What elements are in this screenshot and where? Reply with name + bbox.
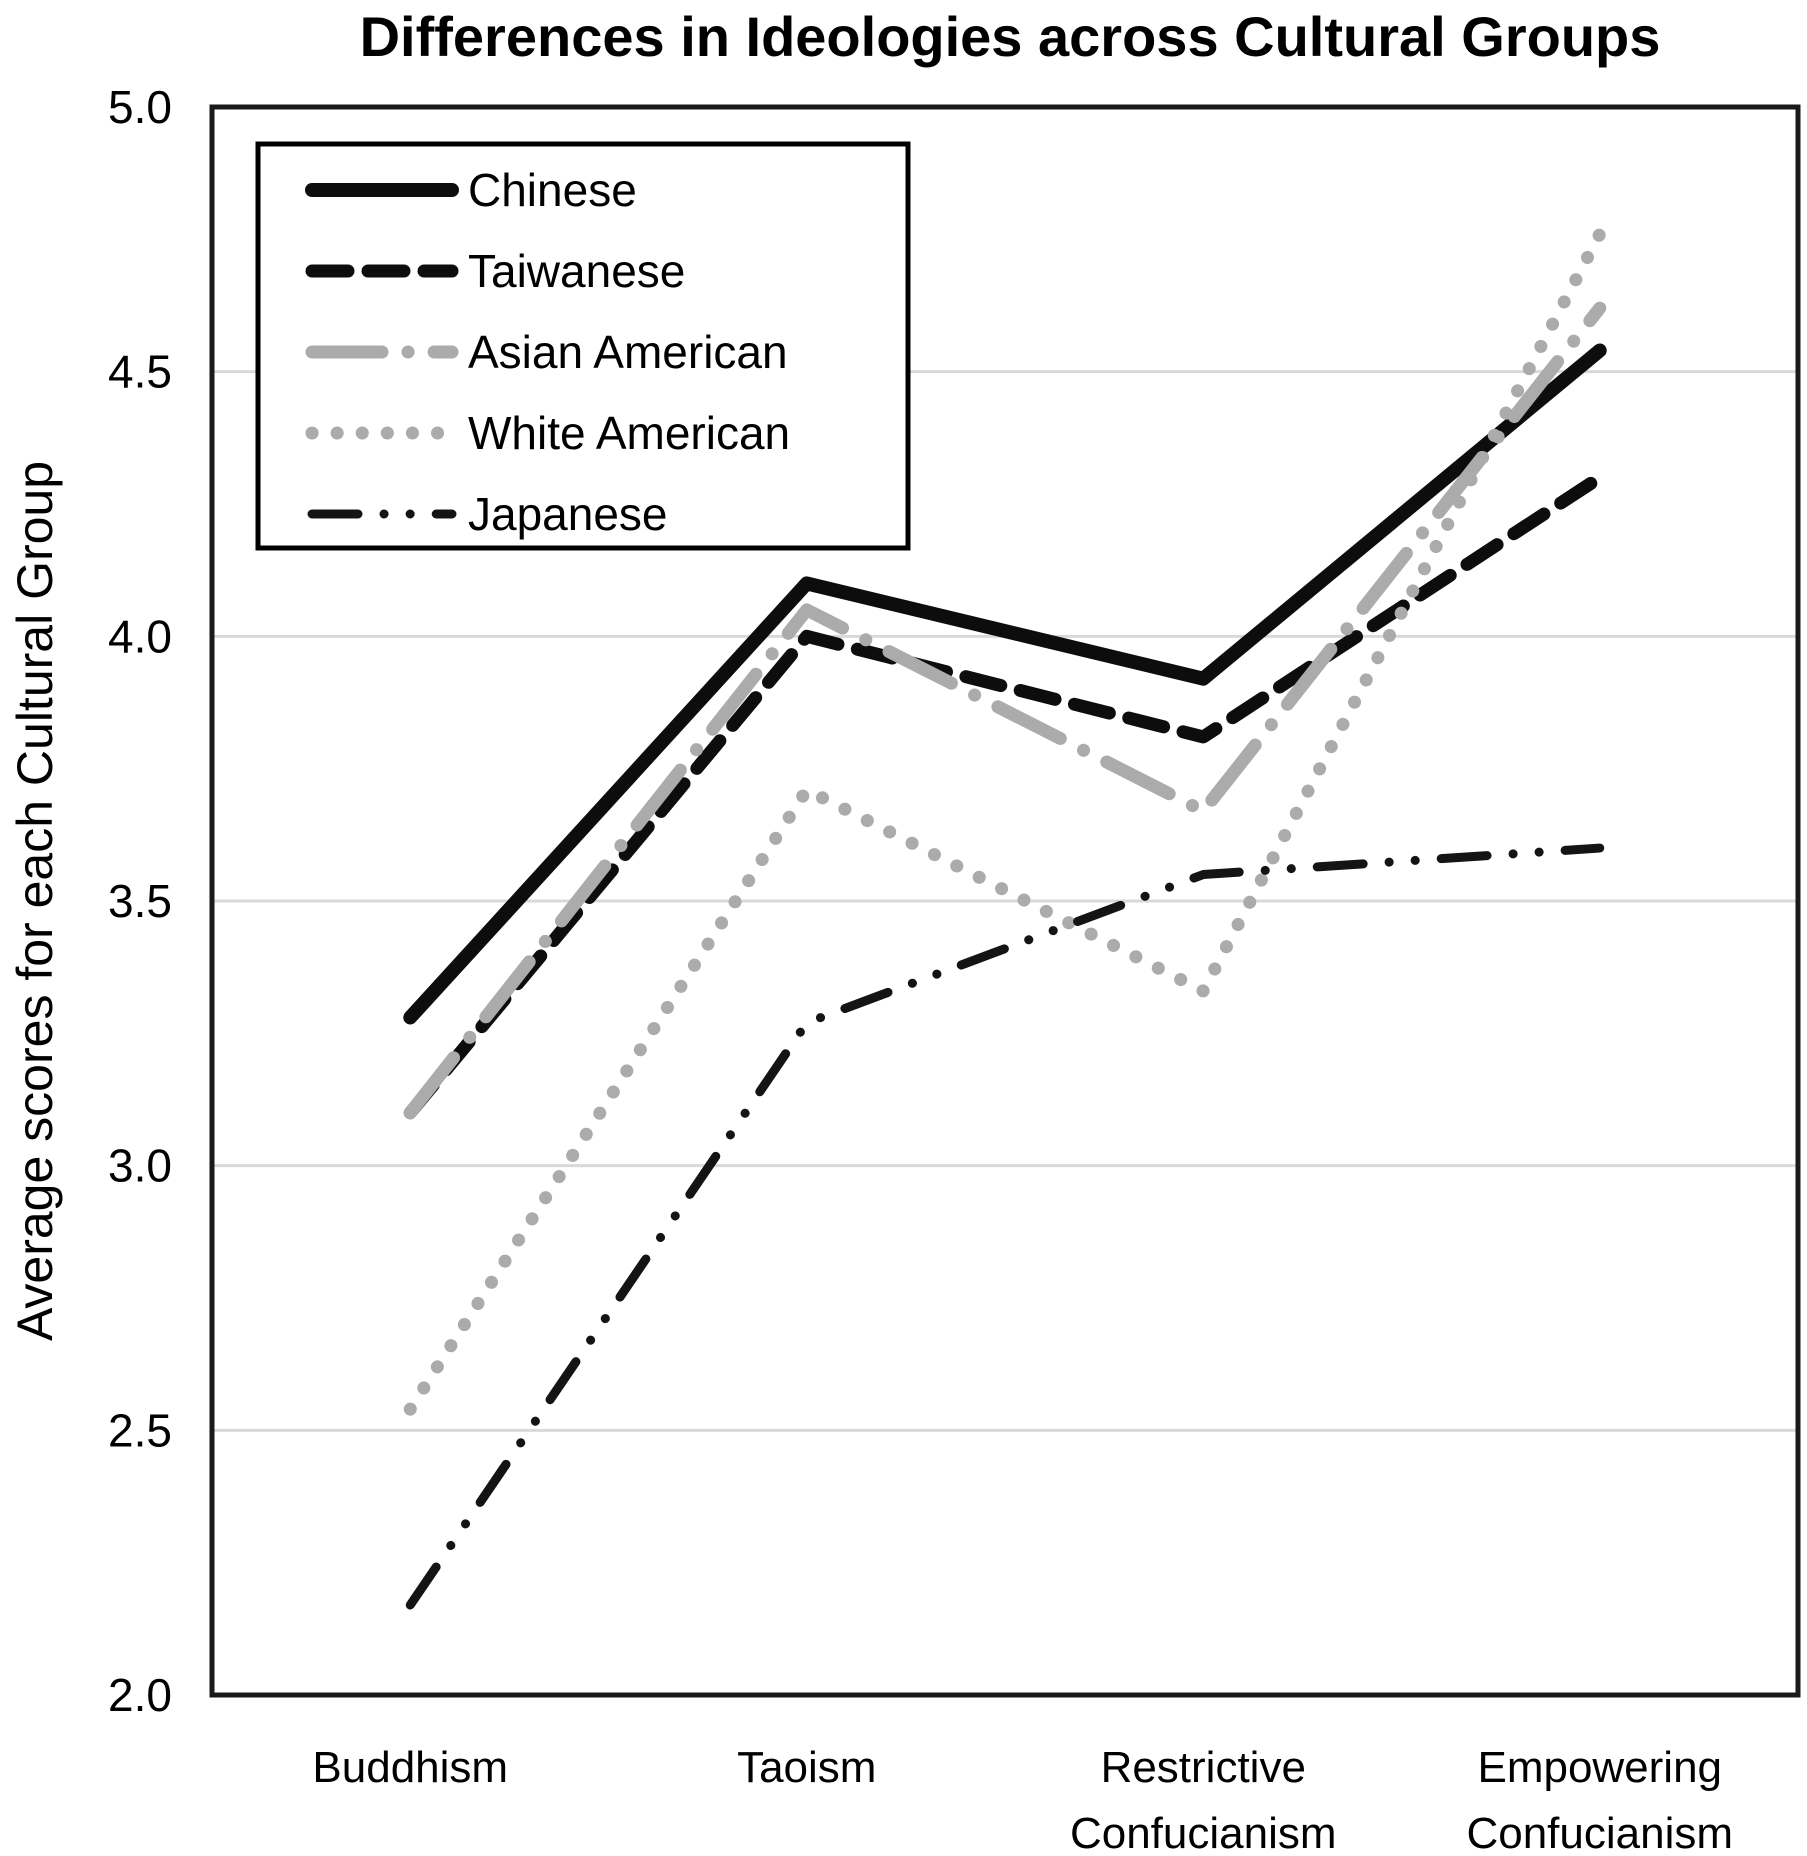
y-axis-tick-labels: 5.0 4.5 4.0 3.5 3.0 2.5 2.0 [108,81,172,1721]
x-category-label-confucianism: Confucianism [1466,1809,1733,1856]
legend-label-chinese: Chinese [468,164,637,216]
series-lines [403,227,1607,1610]
chart-title: Differences in Ideologies across Cultura… [360,5,1661,68]
legend-item-taiwanese: Taiwanese [305,245,685,297]
legend: Chinese Taiwanese Asian American White Amer… [255,141,911,551]
y-tick-label-2.0: 2.0 [108,1669,172,1721]
legend-item-chinese: Chinese [305,164,637,216]
y-tick-label-4.5: 4.5 [108,346,172,398]
y-tick-label-3.5: 3.5 [108,875,172,927]
series-line-japanese [405,843,1605,1610]
series-line-chinese [403,343,1607,1025]
y-tick-label-3.0: 3.0 [108,1140,172,1192]
series-line-asian-american [403,301,1607,1120]
x-category-label-empowering: Empowering [1477,1743,1722,1792]
y-tick-label-2.5: 2.5 [108,1404,172,1456]
legend-box [255,141,911,551]
x-category-label-taoism: Taoism [737,1743,876,1792]
x-category-label-restrictive: Restrictive [1101,1743,1306,1792]
y-axis-label: Average scores for each Cultural Group [7,461,63,1341]
legend-item-white-american: White American [305,407,790,459]
y-tick-label-4.0: 4.0 [108,610,172,662]
legend-label-japanese: Japanese [468,488,668,540]
x-category-label-buddhism: Buddhism [312,1743,508,1792]
y-tick-label-5.0: 5.0 [108,81,172,133]
legend-label-asian-american: Asian American [468,326,788,378]
plot-border [209,104,1801,1698]
series-line-white-american [403,227,1607,1416]
legend-label-taiwanese: Taiwanese [468,245,685,297]
legend-item-asian-american: Asian American [305,326,788,378]
legend-item-japanese: Japanese [307,488,668,540]
legend-label-white-american: White American [468,407,790,459]
x-category-label-confucianism: Confucianism [1070,1809,1337,1856]
x-axis-category-labels: Buddhism Taoism Restrictive Confucianism Emp… [312,1743,1733,1856]
